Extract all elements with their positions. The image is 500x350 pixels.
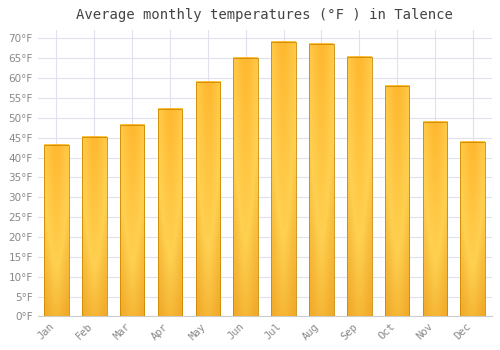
Bar xyxy=(347,57,372,316)
Bar xyxy=(422,122,447,316)
Bar xyxy=(44,145,69,316)
Bar xyxy=(309,43,334,316)
Bar xyxy=(120,125,144,316)
Bar xyxy=(460,142,485,316)
Title: Average monthly temperatures (°F ) in Talence: Average monthly temperatures (°F ) in Ta… xyxy=(76,8,453,22)
Bar xyxy=(82,137,106,316)
Bar xyxy=(158,109,182,316)
Bar xyxy=(196,82,220,316)
Bar xyxy=(271,42,296,316)
Bar xyxy=(385,86,409,316)
Bar xyxy=(234,58,258,316)
